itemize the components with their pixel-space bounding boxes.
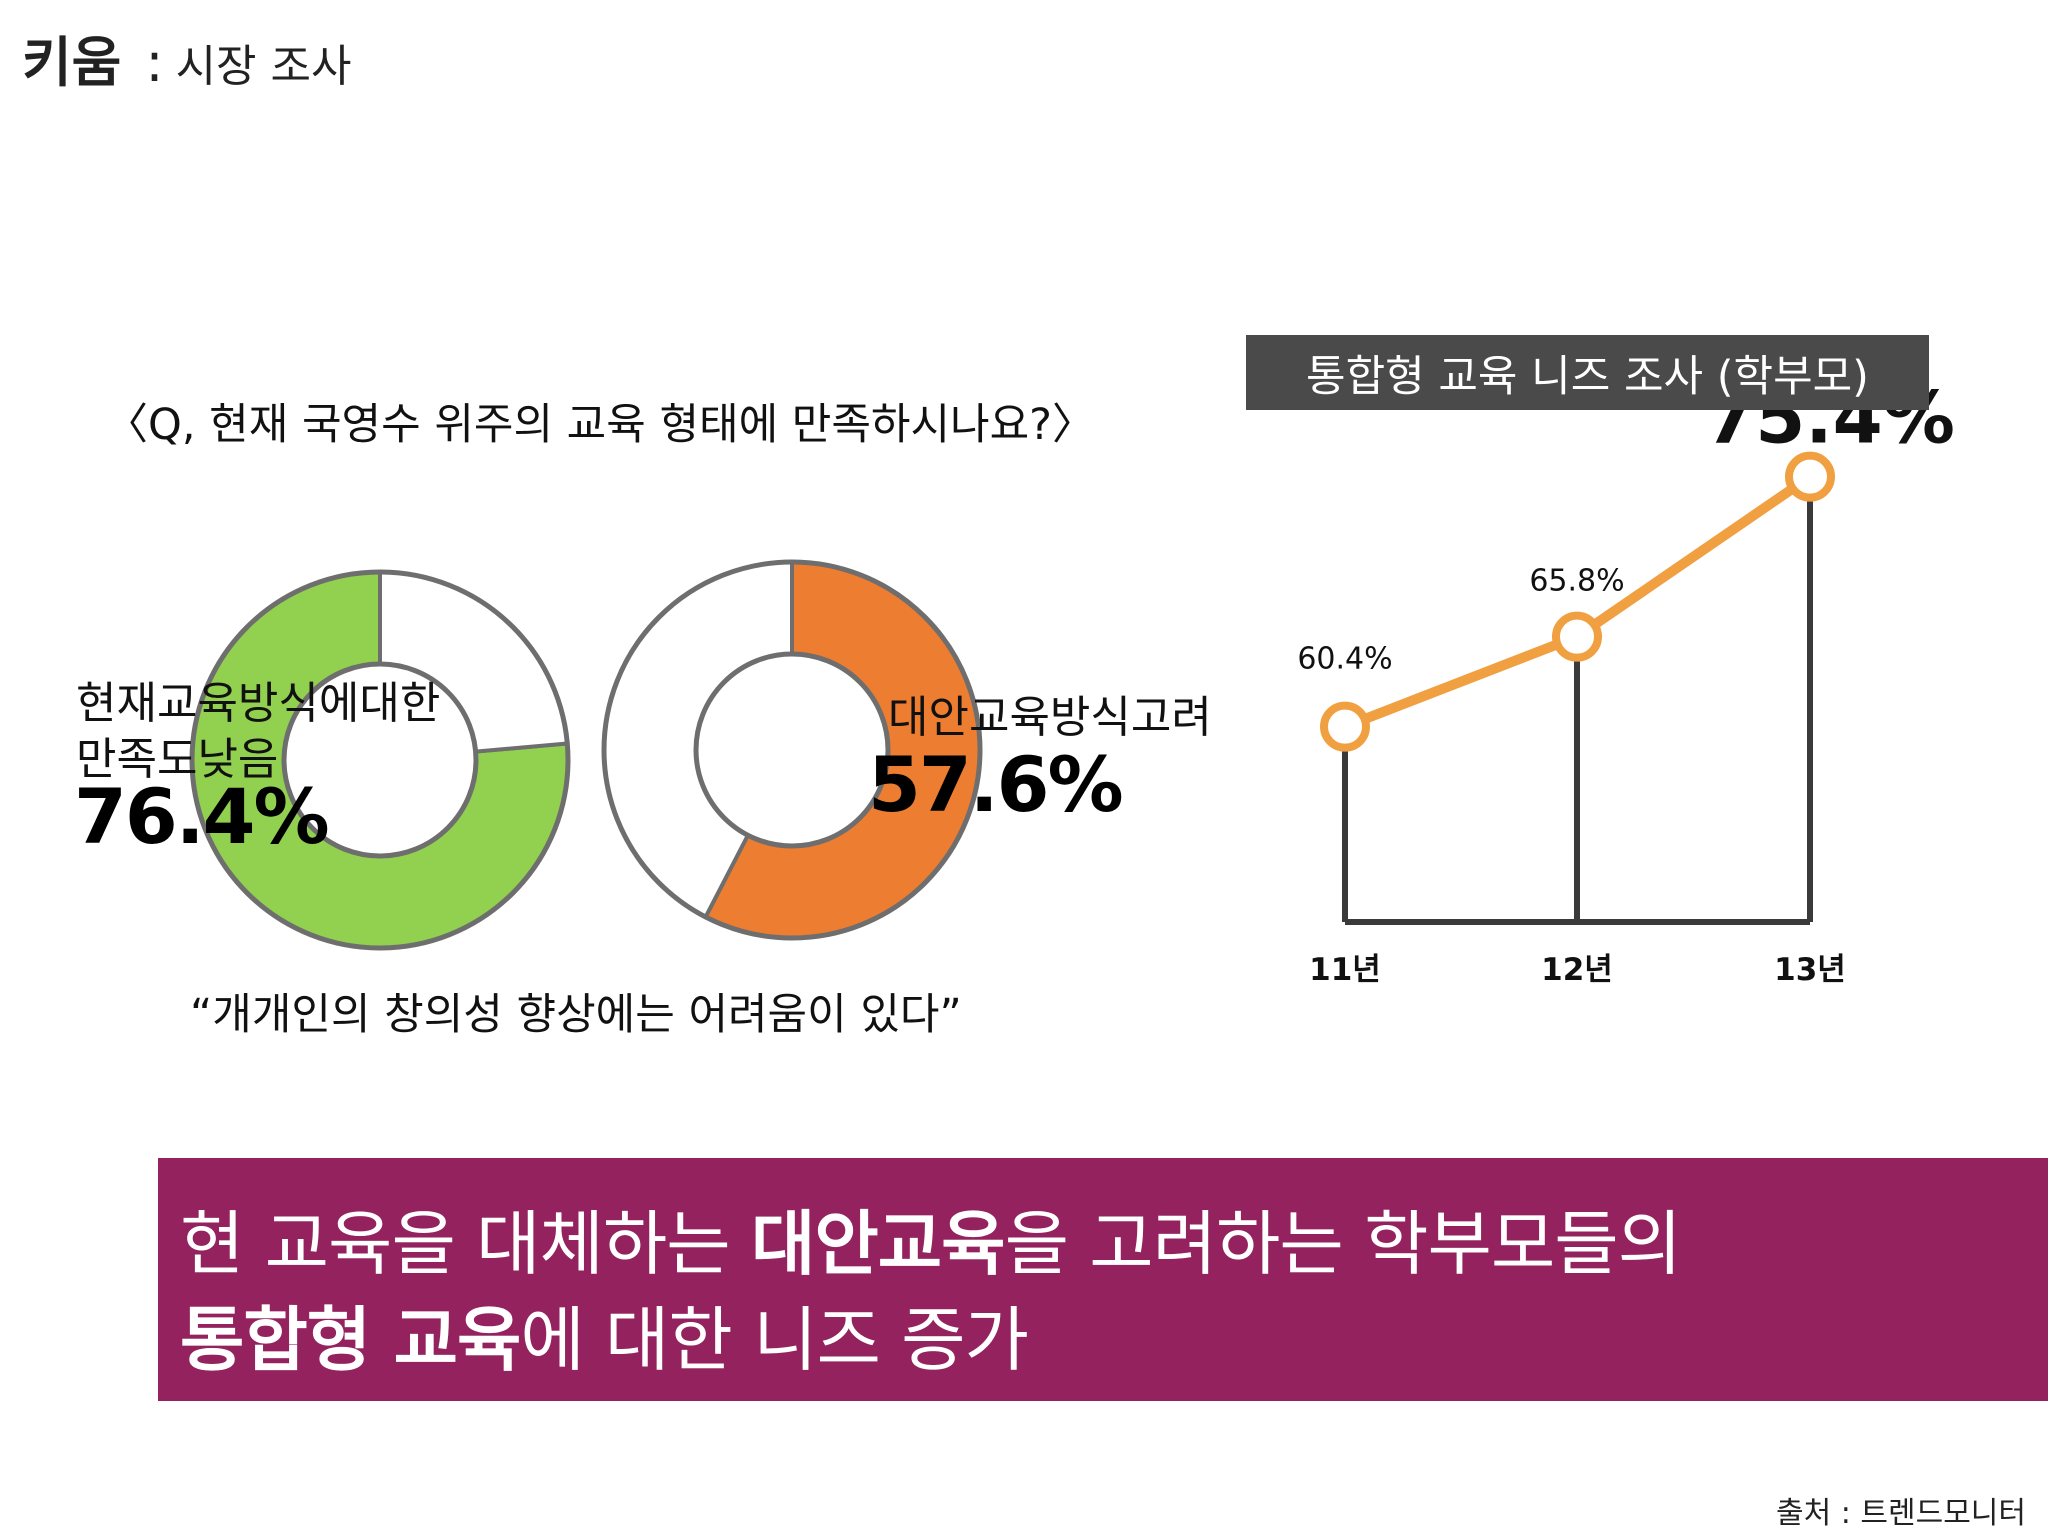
donut1-inner-ring [281, 661, 479, 859]
tick-label-3: 13년 [1774, 952, 1846, 988]
banner-text-1b: 대안교육 [750, 1203, 1006, 1285]
data-point-3 [1785, 451, 1835, 502]
summary-banner: 현 교육을 대체하는 대안교육을 고려하는 학부모들의 통합형 교육에 대한 니… [158, 1158, 2048, 1401]
banner-line-2: 통합형 교육에 대한 니즈 증가 [180, 1284, 1029, 1385]
page-subtitle: 시장 조사 [175, 41, 352, 92]
tick-label-2: 12년 [1541, 952, 1613, 988]
donut1-label: 현재교육방식에대한 만족도낮음 [76, 676, 440, 788]
header-separator: : [145, 31, 164, 94]
source-note: 출처 : 트렌드모니터 [1776, 1496, 2026, 1531]
line-chart-needs: 60.4%65.8%75.4%11년 12년 13년 [1297, 376, 1955, 988]
donut-chart-alternative [601, 559, 983, 941]
donut2-value: 57.6% [868, 740, 1124, 829]
donut2-outer-ring [601, 559, 983, 941]
donut1-label-line2: 만족도낮음 [76, 734, 279, 785]
survey-question: 〈Q, 현재 국영수 위주의 교육 형태에 만족하시나요?〉 [105, 400, 1095, 450]
line-chart-title: 통합형 교육 니즈 조사 (학부모) [1246, 335, 1929, 410]
brand-name: 키움 [22, 31, 122, 94]
data-point-1 [1320, 701, 1370, 752]
banner-text-2a: 통합형 교육 [180, 1299, 521, 1381]
banner-text-2b: 에 대한 니즈 증가 [520, 1299, 1029, 1381]
donut-chart-satisfaction [189, 569, 571, 951]
banner-text-1a: 현 교육을 대체하는 [180, 1203, 751, 1285]
page-header: 키움: 시장 조사 [22, 18, 351, 97]
data-label-2: 65.8% [1529, 564, 1624, 599]
donut2-label: 대안교육방식고려 [888, 692, 1212, 743]
banner-line-1: 현 교육을 대체하는 대안교육을 고려하는 학부모들의 [180, 1188, 1683, 1289]
tick-label-1: 11년 [1309, 952, 1381, 988]
data-label-1: 60.4% [1297, 642, 1392, 677]
donut1-outer-ring [189, 569, 571, 951]
donut1-value: 76.4% [74, 772, 330, 861]
donut1-label-line1: 현재교육방식에대한 [76, 678, 441, 729]
survey-quote: “개개인의 창의성 향상에는 어려움이 있다” [190, 990, 962, 1040]
donut2-inner-ring [693, 651, 891, 849]
data-point-2 [1552, 611, 1602, 662]
banner-text-1c: 을 고려하는 학부모들의 [1004, 1203, 1683, 1285]
